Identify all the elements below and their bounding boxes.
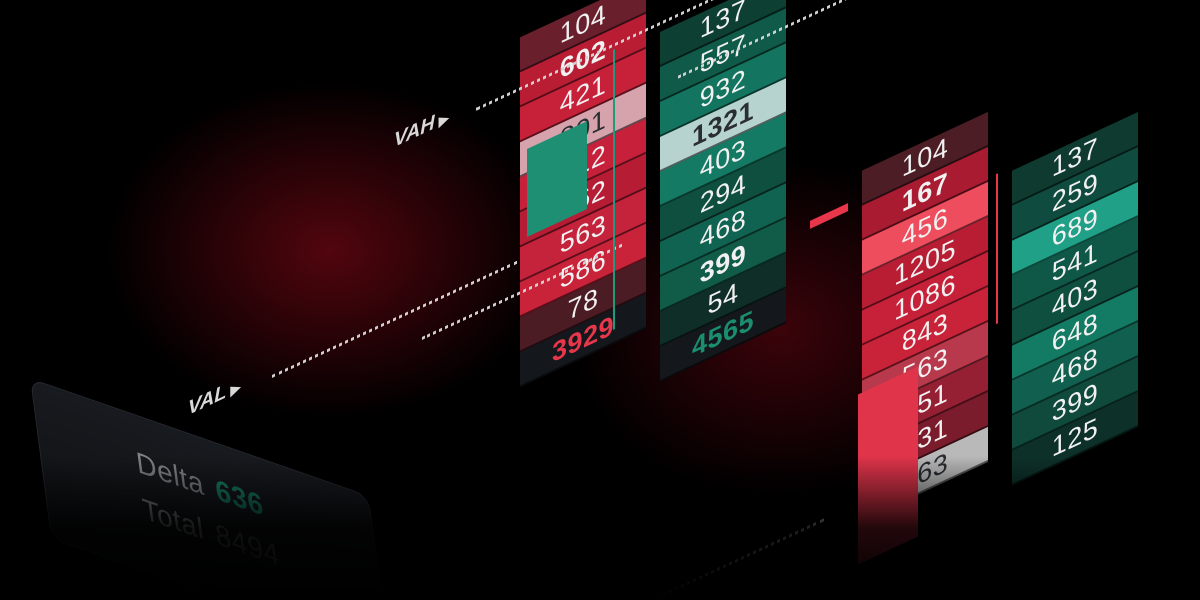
val-label-a: VAL ▶ [188,374,241,421]
val-line-a [272,260,517,378]
val-label-a-text: VAL [188,380,227,421]
candle-body-b [858,366,918,565]
vah-arrow-icon: ▶ [438,109,449,130]
high-marker-b [810,203,848,229]
vah-label-a-text: VAH [394,111,435,153]
candle-wick-a [613,49,615,330]
total-label: Total [140,492,206,547]
summary-card: Delta 636 Total 8494 [30,378,390,600]
candle-wick-b [996,173,998,325]
total-value: 8494 [213,517,282,573]
vah-label-a: VAH ▶ [394,105,449,154]
delta-value: 636 [213,472,266,523]
vah-line-b [524,518,824,600]
val-arrow-icon: ▶ [230,378,241,399]
